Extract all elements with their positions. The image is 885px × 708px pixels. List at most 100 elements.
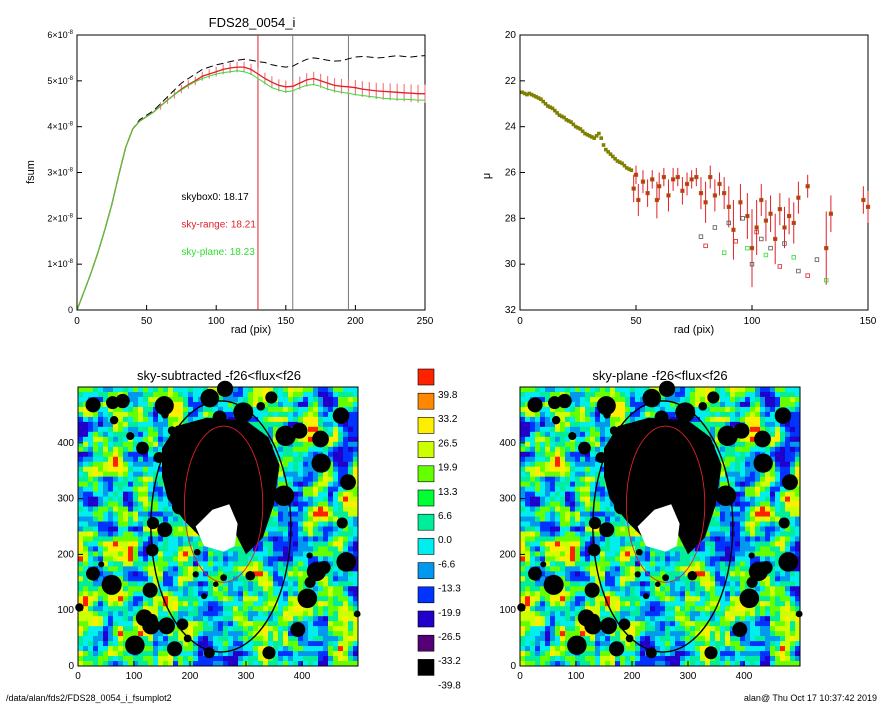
- image-pixel: [173, 576, 179, 582]
- image-pixel: [273, 611, 279, 617]
- image-pixel: [328, 411, 334, 418]
- image-pixel: [338, 571, 344, 577]
- image-pixel: [233, 391, 239, 398]
- image-pixel: [183, 586, 189, 592]
- image-pixel: [173, 621, 179, 627]
- image-pixel: [158, 446, 164, 453]
- image-pixel: [560, 466, 566, 472]
- image-pixel: [113, 571, 119, 577]
- image-pixel: [550, 456, 556, 463]
- image-pixel: [770, 411, 776, 418]
- image-pixel: [730, 451, 736, 458]
- image-pixel: [103, 596, 109, 602]
- image-pixel: [128, 526, 134, 532]
- image-pixel: [640, 406, 646, 413]
- masked-star: [86, 566, 100, 581]
- image-pixel: [695, 406, 701, 413]
- image-pixel: [98, 616, 104, 622]
- mu-olive-point: [550, 106, 555, 111]
- image-pixel: [560, 451, 566, 458]
- colorbar-label: 33.2: [438, 414, 458, 425]
- image-pixel: [183, 387, 189, 393]
- image-pixel: [343, 601, 349, 607]
- image-pixel: [128, 576, 134, 582]
- image-pixel: [575, 421, 581, 428]
- image-pixel: [173, 541, 179, 547]
- image-pixel: [273, 621, 279, 627]
- image-pixel: [98, 531, 104, 537]
- image-pixel: [530, 436, 536, 443]
- image-pixel: [238, 621, 244, 627]
- image-pixel: [555, 441, 561, 448]
- image-pixel: [333, 491, 339, 497]
- image-pixel: [228, 661, 234, 667]
- image-pixel: [585, 416, 591, 423]
- masked-star: [216, 380, 234, 397]
- image-pixel: [253, 591, 259, 597]
- colorbar-swatch: [417, 368, 435, 386]
- image-pixel: [113, 601, 119, 607]
- image-pixel: [640, 401, 646, 408]
- image-pixel: [313, 556, 319, 562]
- image-pixel: [243, 601, 249, 607]
- image-pixel: [158, 481, 164, 487]
- image-pixel: [333, 401, 339, 408]
- image-pixel: [338, 661, 344, 667]
- image-pixel: [348, 416, 354, 423]
- mu-open-point: [721, 250, 727, 255]
- mu-y-tick-label: 32: [505, 305, 517, 316]
- image-pixel: [555, 406, 561, 413]
- image-pixel: [163, 571, 169, 577]
- masked-star: [126, 431, 135, 441]
- image-pixel: [123, 571, 129, 577]
- image-pixel: [143, 411, 149, 418]
- image-pixel: [580, 411, 586, 418]
- image-pixel: [323, 586, 329, 592]
- image-pixel: [600, 387, 606, 393]
- image-pixel: [83, 481, 89, 487]
- image-pixel: [258, 391, 264, 398]
- image-pixel: [303, 496, 309, 502]
- image-pixel: [203, 586, 209, 592]
- image-pixel: [78, 411, 84, 418]
- image-pixel: [188, 396, 194, 403]
- image-pixel: [580, 456, 586, 463]
- image-pixel: [755, 486, 761, 492]
- image-pixel: [213, 646, 219, 652]
- image-pixel: [158, 426, 164, 433]
- image-pixel: [600, 441, 606, 448]
- image-pixel: [163, 611, 169, 617]
- image-pixel: [590, 436, 596, 443]
- image-pixel: [98, 541, 104, 547]
- image-pixel: [248, 401, 254, 408]
- image-pixel: [343, 621, 349, 627]
- image-pixel: [605, 426, 611, 433]
- image-pixel: [103, 656, 109, 662]
- image-pixel: [318, 661, 324, 667]
- image-pixel: [118, 591, 124, 597]
- image-pixel: [625, 391, 631, 398]
- image-pixel: [620, 396, 626, 403]
- image-pixel: [530, 426, 536, 433]
- image-pixel: [163, 536, 169, 542]
- image-pixel: [590, 426, 596, 433]
- image-pixel: [353, 626, 359, 632]
- image-pixel: [163, 656, 169, 662]
- image-pixel: [745, 461, 751, 468]
- image-pixel: [298, 661, 304, 667]
- image-pixel: [313, 396, 319, 403]
- image-pixel: [218, 601, 224, 607]
- image-pixel: [318, 491, 324, 497]
- image-pixel: [565, 456, 571, 463]
- image-pixel: [333, 486, 339, 492]
- image-pixel: [303, 521, 309, 527]
- image-pixel: [775, 436, 781, 443]
- image-pixel: [103, 571, 109, 577]
- image-pixel: [83, 411, 89, 418]
- image-pixel: [88, 641, 94, 647]
- image-pixel: [535, 441, 541, 448]
- image-pixel: [198, 541, 204, 547]
- image-pixel: [328, 536, 334, 542]
- image-pixel: [123, 591, 129, 597]
- image-pixel: [575, 441, 581, 448]
